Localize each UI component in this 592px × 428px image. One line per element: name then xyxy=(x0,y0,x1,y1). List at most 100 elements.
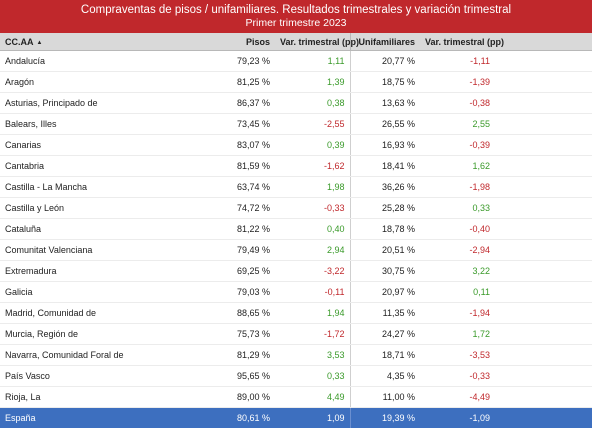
cell-var-pisos: -0,33 xyxy=(275,198,350,219)
cell-var-pisos: 1,98 xyxy=(275,177,350,198)
cell-var-unifamiliares: -0,33 xyxy=(420,366,495,387)
cell-region: Madrid, Comunidad de xyxy=(0,303,195,324)
cell-spacer xyxy=(495,198,592,219)
cell-unifamiliares: 26,55 % xyxy=(350,114,420,135)
data-table: CC.AA▲ Pisos Var. trimestral (pp) Unifam… xyxy=(0,33,592,428)
cell-spacer xyxy=(495,303,592,324)
column-header-region[interactable]: CC.AA▲ xyxy=(0,33,195,51)
cell-unifamiliares: 30,75 % xyxy=(350,261,420,282)
cell-spacer xyxy=(495,177,592,198)
cell-pisos: 86,37 % xyxy=(195,93,275,114)
column-header-var-pisos[interactable]: Var. trimestral (pp) xyxy=(275,33,350,51)
cell-spacer xyxy=(495,366,592,387)
cell-var-pisos: 1,94 xyxy=(275,303,350,324)
total-unifamiliares: 19,39 % xyxy=(350,408,420,428)
cell-spacer xyxy=(495,219,592,240)
cell-var-unifamiliares: 0,33 xyxy=(420,198,495,219)
cell-var-unifamiliares: -2,94 xyxy=(420,240,495,261)
cell-var-pisos: 0,38 xyxy=(275,93,350,114)
cell-spacer xyxy=(495,93,592,114)
cell-pisos: 79,03 % xyxy=(195,282,275,303)
column-header-pisos[interactable]: Pisos xyxy=(195,33,275,51)
column-header-region-label: CC.AA xyxy=(5,37,34,47)
cell-region: Castilla - La Mancha xyxy=(0,177,195,198)
cell-spacer xyxy=(495,72,592,93)
cell-spacer xyxy=(495,261,592,282)
cell-region: Extremadura xyxy=(0,261,195,282)
cell-unifamiliares: 16,93 % xyxy=(350,135,420,156)
cell-region: Aragón xyxy=(0,72,195,93)
total-region: España xyxy=(0,408,195,428)
cell-var-pisos: -2,55 xyxy=(275,114,350,135)
cell-var-pisos: 2,94 xyxy=(275,240,350,261)
cell-var-pisos: 1,11 xyxy=(275,51,350,72)
cell-region: Canarias xyxy=(0,135,195,156)
cell-var-pisos: -3,22 xyxy=(275,261,350,282)
cell-pisos: 81,29 % xyxy=(195,345,275,366)
cell-region: Comunitat Valenciana xyxy=(0,240,195,261)
cell-pisos: 79,23 % xyxy=(195,51,275,72)
cell-var-pisos: 0,33 xyxy=(275,366,350,387)
cell-spacer xyxy=(495,282,592,303)
column-header-var-unifamiliares[interactable]: Var. trimestral (pp) xyxy=(420,33,495,51)
total-pisos: 80,61 % xyxy=(195,408,275,428)
total-var-pisos: 1,09 xyxy=(275,408,350,428)
cell-pisos: 81,59 % xyxy=(195,156,275,177)
total-spacer xyxy=(495,408,592,428)
cell-var-unifamiliares: 1,62 xyxy=(420,156,495,177)
cell-unifamiliares: 24,27 % xyxy=(350,324,420,345)
cell-var-unifamiliares: 1,72 xyxy=(420,324,495,345)
sort-ascending-icon[interactable]: ▲ xyxy=(37,40,43,46)
total-row: España 80,61 % 1,09 19,39 % -1,09 xyxy=(0,408,592,428)
cell-region: Navarra, Comunidad Foral de xyxy=(0,345,195,366)
cell-pisos: 69,25 % xyxy=(195,261,275,282)
cell-pisos: 81,25 % xyxy=(195,72,275,93)
cell-spacer xyxy=(495,387,592,408)
cell-unifamiliares: 18,71 % xyxy=(350,345,420,366)
cell-var-unifamiliares: 2,55 xyxy=(420,114,495,135)
cell-unifamiliares: 11,35 % xyxy=(350,303,420,324)
cell-var-pisos: -1,62 xyxy=(275,156,350,177)
cell-pisos: 79,49 % xyxy=(195,240,275,261)
cell-region: Murcia, Región de xyxy=(0,324,195,345)
cell-region: Rioja, La xyxy=(0,387,195,408)
cell-region: Castilla y León xyxy=(0,198,195,219)
cell-var-pisos: -1,72 xyxy=(275,324,350,345)
cell-var-unifamiliares: -3,53 xyxy=(420,345,495,366)
column-header-unifamiliares[interactable]: Unifamiliares xyxy=(350,33,420,51)
cell-unifamiliares: 25,28 % xyxy=(350,198,420,219)
column-header-spacer xyxy=(495,33,592,51)
cell-spacer xyxy=(495,324,592,345)
cell-unifamiliares: 36,26 % xyxy=(350,177,420,198)
cell-spacer xyxy=(495,156,592,177)
cell-region: Asturias, Principado de xyxy=(0,93,195,114)
cell-var-pisos: -0,11 xyxy=(275,282,350,303)
cell-var-unifamiliares: -1,39 xyxy=(420,72,495,93)
cell-spacer xyxy=(495,51,592,72)
cell-pisos: 89,00 % xyxy=(195,387,275,408)
cell-var-pisos: 0,40 xyxy=(275,219,350,240)
total-var-unifamiliares: -1,09 xyxy=(420,408,495,428)
cell-unifamiliares: 11,00 % xyxy=(350,387,420,408)
cell-region: Cataluña xyxy=(0,219,195,240)
cell-var-pisos: 3,53 xyxy=(275,345,350,366)
cell-var-pisos: 4,49 xyxy=(275,387,350,408)
cell-unifamiliares: 20,77 % xyxy=(350,51,420,72)
cell-var-pisos: 0,39 xyxy=(275,135,350,156)
cell-unifamiliares: 20,97 % xyxy=(350,282,420,303)
cell-unifamiliares: 18,75 % xyxy=(350,72,420,93)
cell-var-unifamiliares: -4,49 xyxy=(420,387,495,408)
cell-unifamiliares: 4,35 % xyxy=(350,366,420,387)
cell-var-unifamiliares: -0,38 xyxy=(420,93,495,114)
